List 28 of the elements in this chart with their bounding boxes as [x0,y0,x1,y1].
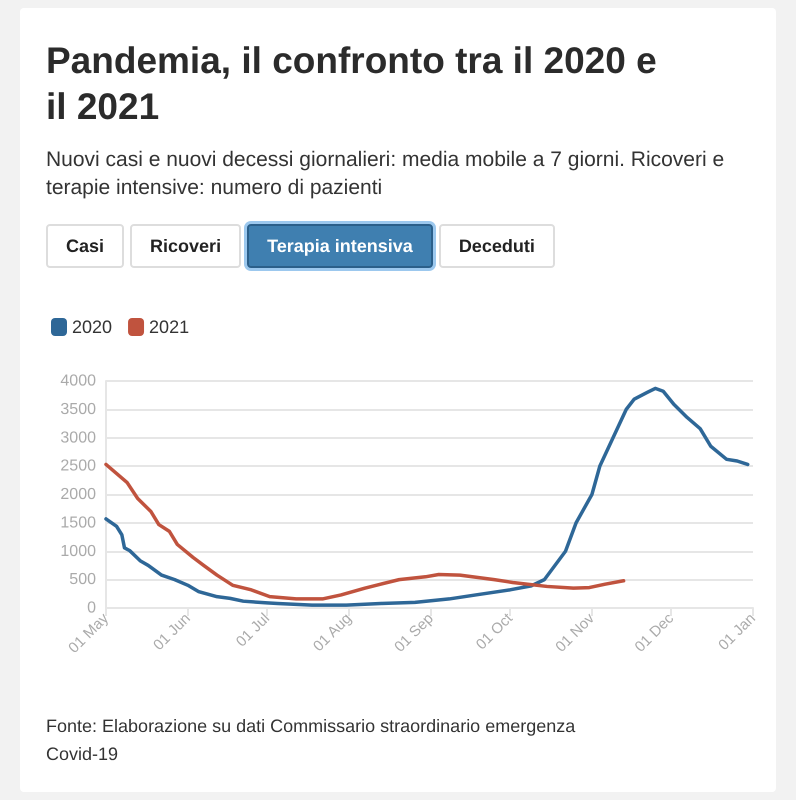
y-tick-label: 500 [69,571,96,588]
text: Casi [46,224,124,268]
y-tick-label: 1500 [60,514,96,532]
text: Deceduti [438,224,555,268]
chart-subtitle: Nuovi casi e nuovi decessi giornalieri: media mobile a 7 giorni. Ricoveri e terapie intensive: numero di pazienti [46,147,726,201]
y-tick-label: 3500 [60,400,96,418]
y-tick-label: 2000 [60,486,96,503]
line-series [104,462,626,601]
line-series [104,386,750,607]
x-tick-label: 01 Oct [472,609,517,654]
text: Terapia intensiva [247,224,433,268]
source-note: Fonte: Elaborazione su dati Commissario straordinario emergenza Covid-19 [46,715,576,766]
chart-title: Pandemia, il confronto tra il 2020 e il 2021 [46,39,658,129]
y-tick-label: 3000 [60,429,96,446]
x-tick-label: 01 Jan [715,610,760,654]
legend-label: 2020 [72,317,112,337]
y-tick-label: 2500 [60,458,96,475]
x-tick-label: 01 Sep [391,610,437,656]
y-tick-label: 0 [87,600,96,616]
x-tick-label: 01 Aug [310,610,355,656]
y-tick-label: 1000 [60,542,96,560]
legend-label: 2021 [149,317,190,337]
x-tick-label: 01 Jun [150,610,194,654]
x-tick-label: 01 Nov [552,610,598,656]
text: Ricoveri [130,224,242,268]
x-tick-label: 01 Jul [232,610,274,650]
y-tick-label: 4000 [60,372,96,390]
x-tick-label: 01 Dec [632,610,678,656]
